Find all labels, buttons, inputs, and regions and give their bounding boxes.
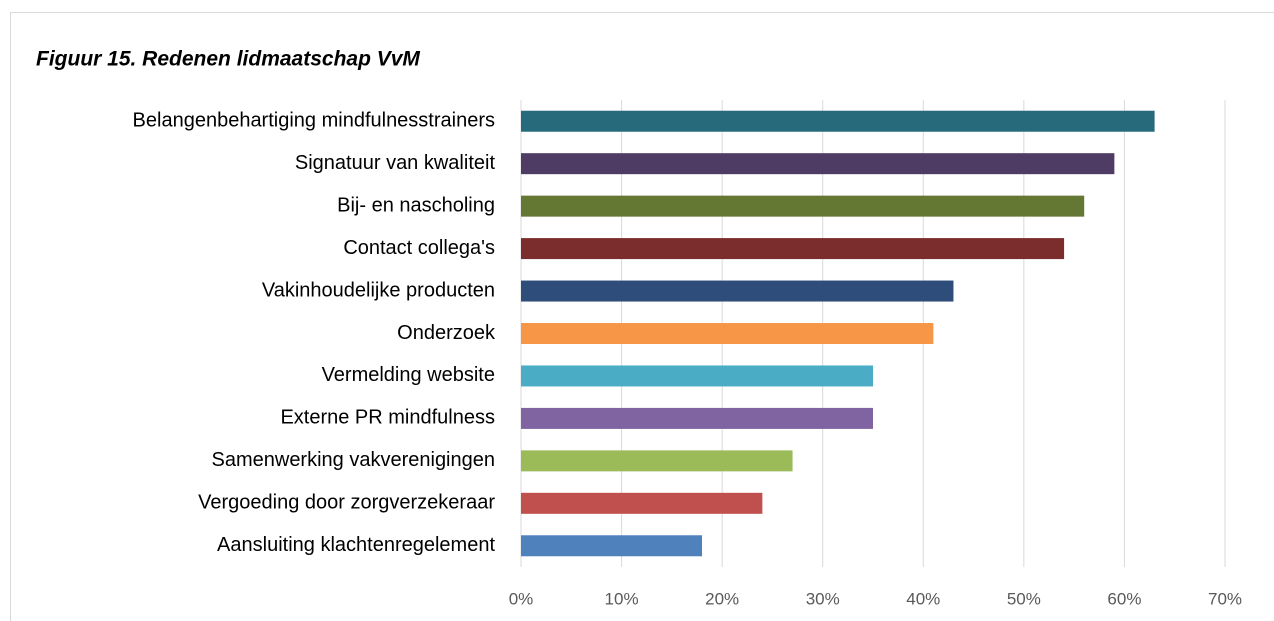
chart-frame — [10, 12, 1274, 621]
x-tick-label: 50% — [1007, 589, 1041, 608]
bar — [521, 153, 1115, 175]
y-tick-label: Externe PR mindfulness — [280, 407, 495, 429]
chart-title: Figuur 15. Redenen lidmaatschap VvM — [36, 48, 420, 71]
x-tick-label: 40% — [906, 589, 940, 608]
y-tick-label: Vakinhoudelijke producten — [262, 279, 495, 301]
y-tick-label: Vergoeding door zorgverzekeraar — [198, 492, 495, 514]
x-tick-label: 70% — [1208, 589, 1242, 608]
bar — [521, 195, 1085, 217]
y-tick-label: Belangenbehartiging mindfulnesstrainers — [133, 110, 495, 132]
y-tick-label: Samenwerking vakverenigingen — [212, 449, 496, 471]
bar — [521, 238, 1065, 260]
bar — [521, 407, 873, 429]
bar — [521, 365, 873, 387]
bar — [521, 450, 793, 472]
bar — [521, 323, 934, 344]
y-tick-label: Vermelding website — [322, 364, 495, 386]
x-tick-label: 0% — [509, 589, 534, 608]
y-tick-label: Aansluiting klachtenregelement — [217, 534, 495, 556]
x-tick-label: 60% — [1107, 589, 1141, 608]
bar — [521, 280, 954, 302]
x-tick-label: 10% — [605, 589, 639, 608]
y-tick-label: Contact collega's — [343, 237, 495, 259]
x-tick-label: 20% — [705, 589, 739, 608]
y-tick-label: Signatuur van kwaliteit — [295, 152, 496, 174]
bar — [521, 535, 703, 557]
bar — [521, 492, 763, 514]
x-tick-label: 30% — [806, 589, 840, 608]
y-tick-label: Onderzoek — [397, 322, 496, 344]
y-tick-label: Bij- en nascholing — [337, 194, 495, 216]
bar — [521, 110, 1155, 132]
